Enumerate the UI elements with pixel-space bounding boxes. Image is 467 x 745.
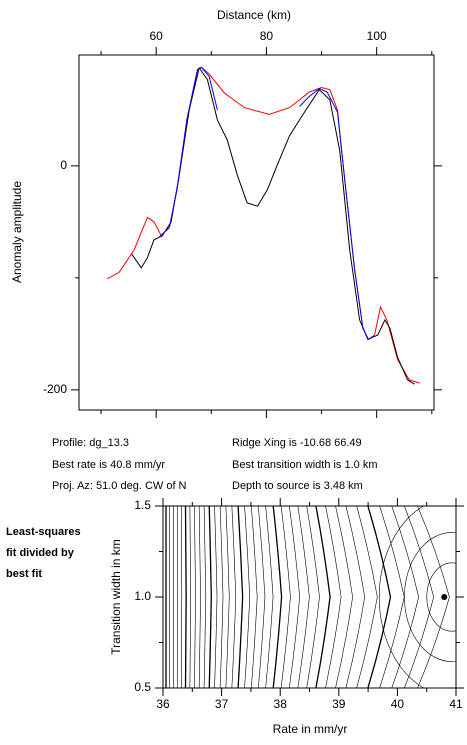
contour-line [225, 506, 230, 688]
contour-line [272, 506, 283, 688]
y-tick-label: 0.5 [134, 680, 151, 694]
info-text: Best rate is 40.8 mm/yr [52, 459, 165, 471]
x-tick-label: 37 [215, 697, 229, 711]
contour-line [367, 506, 392, 688]
side-label: fit divided by [6, 547, 75, 559]
contour-line [417, 506, 450, 688]
contour-line [426, 562, 456, 632]
contour-line [297, 506, 310, 688]
y-tick-label: 1.5 [134, 498, 151, 512]
contour-line [189, 506, 192, 688]
contour-line [198, 506, 201, 688]
contour-line [231, 506, 237, 688]
contour-line [214, 506, 218, 688]
contour-line [345, 506, 366, 688]
x-axis-title: Rate in mm/yr [273, 722, 348, 736]
contour-line [306, 506, 320, 688]
contour-line [379, 506, 405, 688]
contour-line [219, 506, 224, 688]
y-axis-title: Anomaly amplitude [10, 181, 24, 283]
contour-line [335, 506, 353, 688]
contour-lines [165, 506, 456, 688]
contour-line [404, 532, 456, 662]
y-tick-label: -200 [43, 382, 67, 396]
x-tick-label: 41 [449, 697, 463, 711]
y-tick-label: 0 [60, 158, 67, 172]
x-tick-label: 38 [274, 697, 288, 711]
info-text: Proj. Az: 51.0 deg. CW of N [52, 480, 187, 492]
contour-line [391, 506, 419, 688]
profile-line [131, 66, 415, 385]
contour-line [251, 506, 258, 688]
contour-line [194, 506, 196, 688]
y-axis-title: Transition width in km [109, 539, 123, 655]
profile-line [158, 66, 375, 341]
contour-line [265, 506, 274, 688]
x-tick-label: 39 [332, 697, 346, 711]
side-label: best fit [6, 568, 42, 580]
profile-line [106, 66, 420, 384]
contour-line [325, 506, 342, 688]
contour-line [356, 506, 378, 688]
x-tick-label: 36 [156, 697, 170, 711]
info-text: Depth to source is 3.48 km [232, 480, 363, 492]
contour-line [208, 506, 212, 688]
contour-line [203, 506, 207, 688]
contour-line [280, 506, 291, 688]
x-tick-label: 60 [149, 29, 163, 43]
contour-line [244, 506, 251, 688]
contour-line [258, 506, 266, 688]
contour-line [288, 506, 301, 688]
contour-line [315, 506, 331, 688]
info-text: Profile: dg_13.3 [52, 437, 129, 449]
x-tick-label: 40 [391, 697, 405, 711]
y-tick-label: 1.0 [134, 589, 151, 603]
contour-line [237, 506, 244, 688]
best-fit-point [441, 594, 448, 600]
contour-line [378, 506, 425, 688]
contour-line [184, 506, 187, 688]
info-text: Ridge Xing is -10.68 66.49 [232, 437, 362, 449]
info-text: Best transition width is 1.0 km [232, 459, 378, 471]
contour-line [404, 506, 434, 688]
plot-frame [78, 54, 435, 411]
x-tick-label: 80 [260, 29, 274, 43]
x-tick-label: 100 [367, 29, 387, 43]
side-label: Least-squares [6, 526, 81, 538]
x-axis-title: Distance (km) [217, 8, 291, 22]
